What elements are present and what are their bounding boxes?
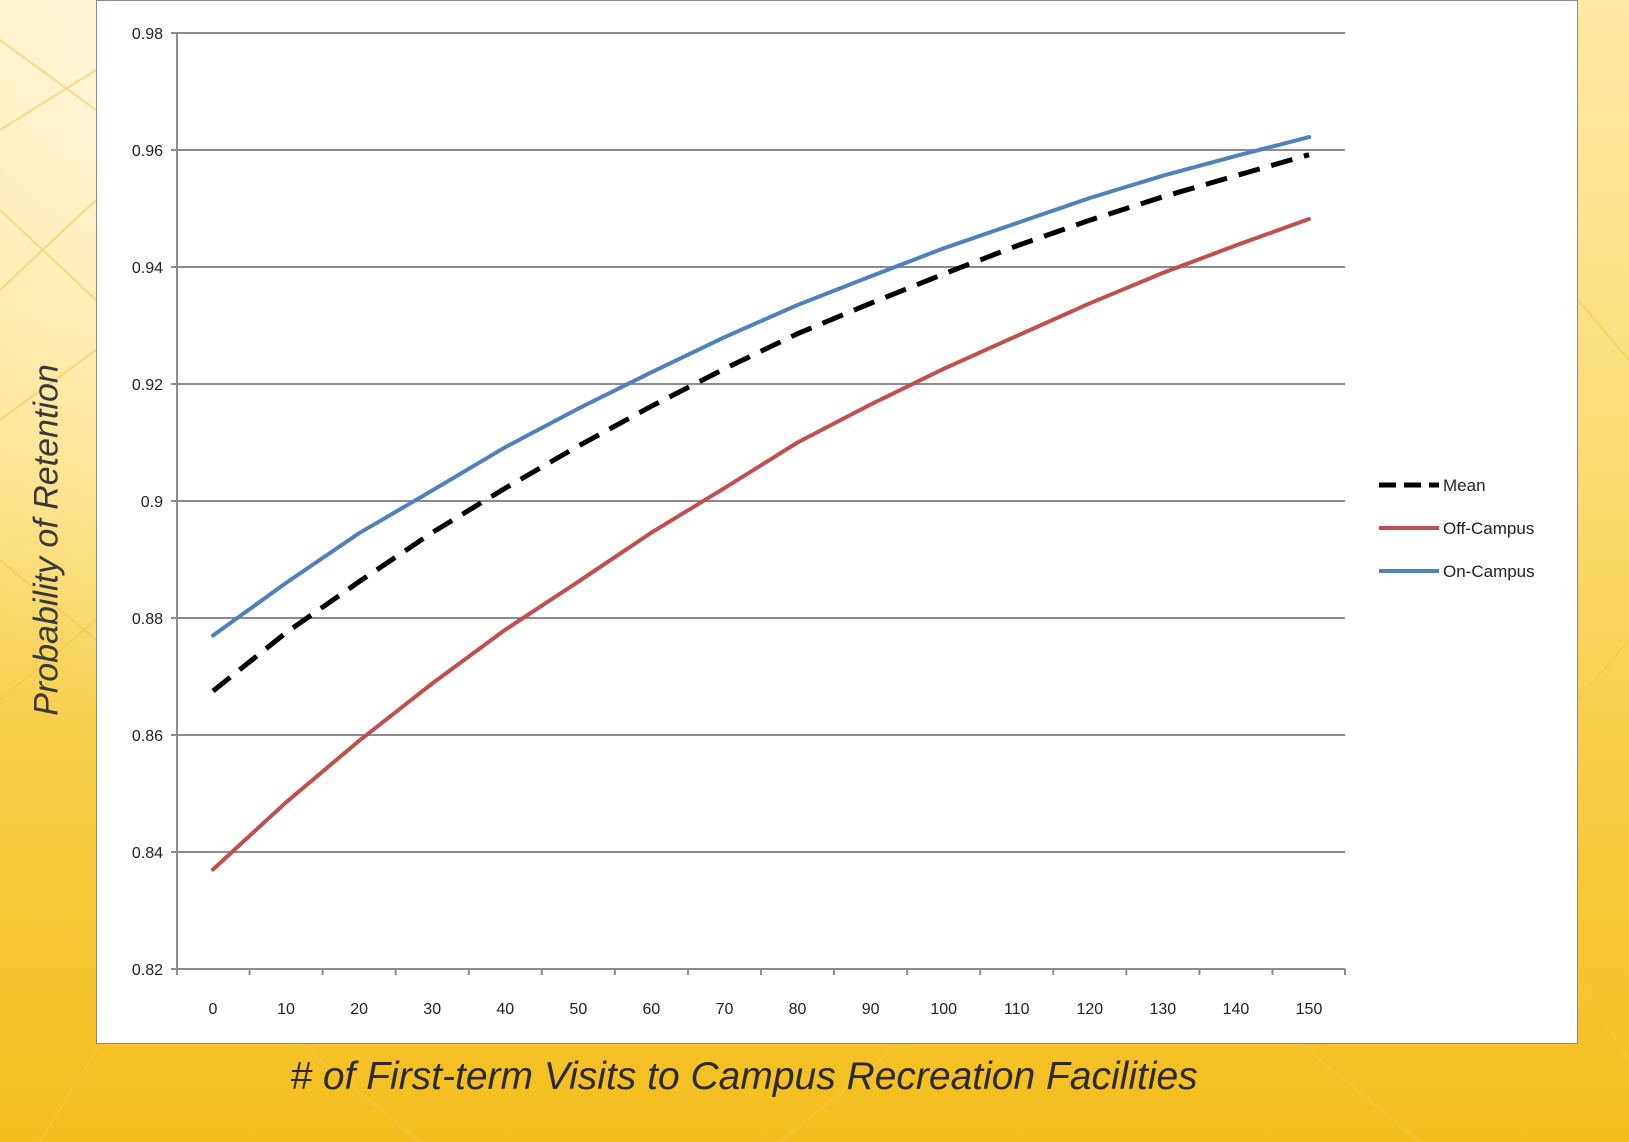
x-tick-label: 40	[496, 1001, 514, 1018]
gridlines	[177, 32, 1345, 853]
x-tick-label: 100	[930, 1001, 957, 1018]
y-tick-label: 0.94	[132, 260, 163, 277]
series-line-mean	[211, 152, 1310, 694]
x-tick-label: 10	[277, 1001, 295, 1018]
x-tick-label: 60	[643, 1001, 661, 1018]
x-tick-label: 30	[423, 1001, 441, 1018]
legend-label-off-campus: Off-Campus	[1443, 519, 1534, 538]
x-tick-label: 140	[1223, 1001, 1250, 1018]
x-tick-label: 50	[569, 1001, 587, 1018]
x-tick-label: 20	[350, 1001, 368, 1018]
y-tick-label: 0.86	[132, 728, 163, 745]
y-tick-label: 0.88	[132, 611, 163, 628]
y-tick-label: 0.96	[132, 143, 163, 160]
y-tick-label: 0.84	[132, 845, 163, 862]
x-tick-label: 0	[209, 1001, 218, 1018]
y-tick-label: 0.98	[132, 26, 163, 43]
x-tick-label: 150	[1296, 1001, 1323, 1018]
x-tick-label: 130	[1150, 1001, 1177, 1018]
x-tick-label: 120	[1076, 1001, 1103, 1018]
chart-panel: 0.82 0.84 0.86 0.88 0.9 0.92 0.94 0.96 0.98 0 10 20…	[96, 0, 1578, 1044]
x-tick-label: 90	[862, 1001, 880, 1018]
y-tick-label: 0.82	[132, 962, 163, 979]
line-chart: 0.82 0.84 0.86 0.88 0.9 0.92 0.94 0.96 0.98 0 10 20…	[132, 26, 1535, 1018]
y-tick-label: 0.9	[141, 494, 163, 511]
x-axis-title: # of First-term Visits to Campus Recreat…	[290, 1055, 1198, 1098]
legend: Mean Off-Campus On-Campus	[1379, 476, 1535, 581]
legend-label-on-campus: On-Campus	[1443, 562, 1535, 581]
x-tick-label: 80	[789, 1001, 807, 1018]
axes: 0.82 0.84 0.86 0.88 0.9 0.92 0.94 0.96 0.98 0 10 20…	[132, 26, 1346, 1018]
x-tick-label: 110	[1004, 1001, 1030, 1018]
series-line-on-campus	[211, 135, 1311, 638]
series-lines	[211, 135, 1311, 872]
series-line-off-campus	[211, 217, 1311, 872]
legend-label-mean: Mean	[1443, 476, 1486, 495]
y-axis-title: Probability of Retention	[27, 364, 66, 716]
y-tick-label: 0.92	[132, 377, 163, 394]
x-tick-label: 70	[716, 1001, 734, 1018]
